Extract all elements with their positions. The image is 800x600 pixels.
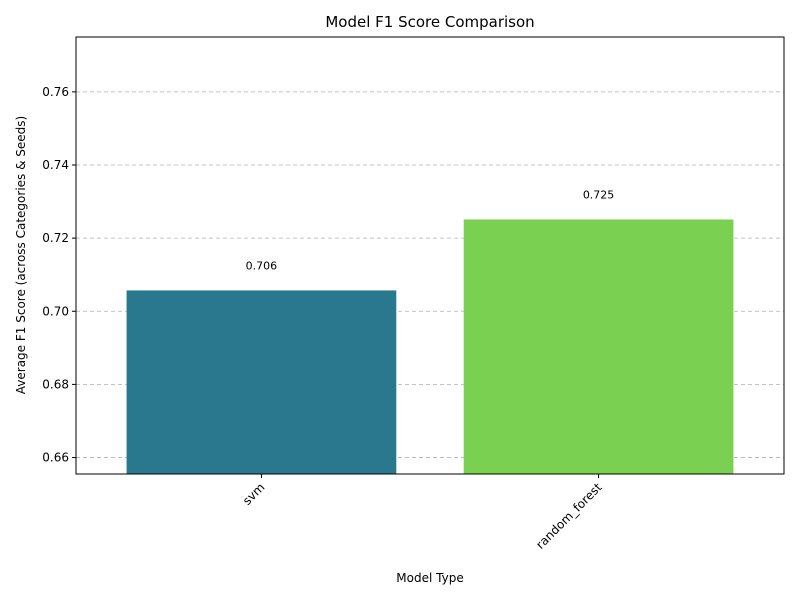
y-tick-label: 0.76 — [42, 85, 69, 99]
y-axis-label: Average F1 Score (across Categories & Se… — [14, 116, 28, 394]
bar-random-forest — [463, 219, 734, 474]
plot-frame — [75, 36, 785, 475]
bar-layer — [126, 219, 734, 474]
y-tick-label: 0.72 — [42, 231, 69, 245]
y-tick-label: 0.70 — [42, 304, 69, 318]
y-tick-label: 0.74 — [42, 158, 69, 172]
x-tick-label: random_forest — [533, 480, 605, 552]
y-tick-label: 0.68 — [42, 377, 69, 391]
label-layer: 0.706 0.725 — [246, 188, 615, 272]
bar-svm — [126, 290, 397, 474]
data-label: 0.725 — [583, 188, 615, 201]
x-axis-label: Model Type — [396, 571, 463, 585]
y-tick-label: 0.66 — [42, 451, 69, 465]
chart-title: Model F1 Score Comparison — [325, 13, 534, 31]
data-label: 0.706 — [246, 259, 278, 272]
x-tick-label: svm — [240, 480, 268, 508]
